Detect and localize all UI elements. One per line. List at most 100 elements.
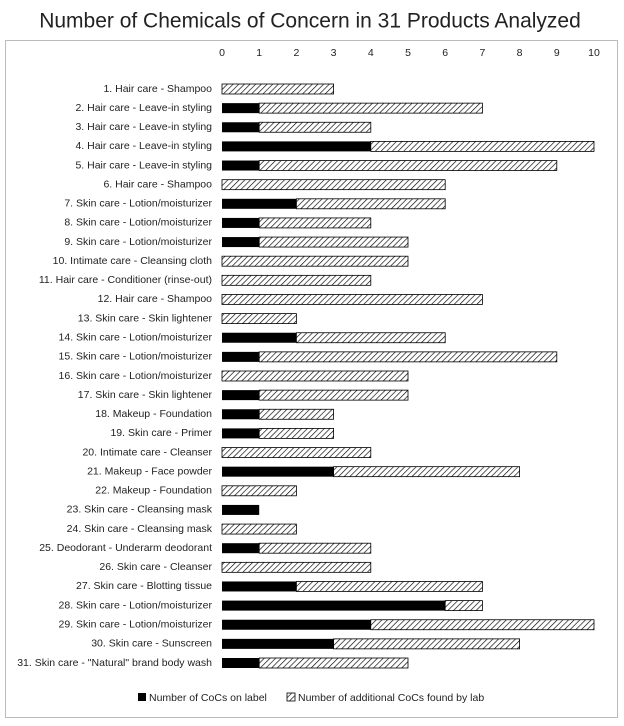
bar-segment bbox=[222, 198, 297, 209]
legend-swatch bbox=[286, 692, 296, 702]
x-tick-label: 6 bbox=[442, 47, 448, 59]
bar-segment bbox=[221, 313, 297, 325]
category-label: 16. Skin care - Lotion/moisturizer bbox=[59, 370, 213, 382]
x-tick-label: 10 bbox=[588, 47, 600, 59]
bar-segment bbox=[258, 160, 558, 171]
category-label: 11. Hair care - Conditioner (rinse-out) bbox=[39, 274, 212, 286]
bar-segment bbox=[221, 523, 297, 535]
category-label: 17. Skin care - Skin lightener bbox=[78, 389, 213, 401]
category-label: 9. Skin care - Lotion/moisturizer bbox=[64, 236, 212, 248]
bar-segment bbox=[222, 351, 260, 362]
bar-segment bbox=[258, 351, 558, 363]
bar-segment bbox=[222, 160, 260, 171]
bar-segment bbox=[258, 427, 335, 439]
bar-segment bbox=[221, 485, 297, 497]
bar-segment bbox=[333, 638, 521, 650]
bar-segment bbox=[222, 103, 260, 114]
plot-frame bbox=[5, 40, 618, 718]
x-tick-label: 5 bbox=[405, 47, 411, 59]
category-label: 5. Hair care - Leave-in styling bbox=[75, 159, 212, 171]
x-tick-label: 2 bbox=[293, 47, 299, 59]
category-label: 22. Makeup - Foundation bbox=[95, 485, 212, 497]
bar-segment bbox=[222, 504, 260, 515]
bar-segment bbox=[222, 600, 446, 611]
category-label: 8. Skin care - Lotion/moisturizer bbox=[64, 217, 212, 229]
category-label: 1. Hair care - Shampoo bbox=[103, 83, 212, 95]
bar-segment bbox=[370, 619, 595, 631]
bar-segment bbox=[258, 236, 409, 248]
category-label: 19. Skin care - Primer bbox=[110, 427, 212, 439]
bar-segment bbox=[222, 237, 260, 248]
bar-segment bbox=[295, 198, 446, 210]
category-label: 28. Skin care - Lotion/moisturizer bbox=[59, 599, 213, 611]
bar-segment bbox=[222, 122, 260, 133]
category-label: 23. Skin care - Cleansing mask bbox=[67, 504, 213, 516]
x-tick-label: 9 bbox=[554, 47, 560, 59]
x-tick-label: 0 bbox=[219, 47, 225, 59]
category-label: 6. Hair care - Shampoo bbox=[103, 178, 212, 190]
bar-segment bbox=[295, 581, 483, 592]
bar-segment bbox=[222, 543, 260, 554]
bar-segment bbox=[221, 294, 483, 305]
x-tick-label: 8 bbox=[517, 47, 523, 59]
bar-segment bbox=[258, 408, 335, 420]
bar-segment bbox=[222, 409, 260, 420]
x-tick-label: 1 bbox=[256, 47, 262, 59]
bar-segment bbox=[222, 217, 260, 228]
x-tick-label: 3 bbox=[331, 47, 337, 59]
bar-segment bbox=[222, 638, 334, 649]
bar-segment bbox=[258, 657, 409, 669]
bar-segment bbox=[370, 140, 595, 152]
x-tick-label: 4 bbox=[368, 47, 374, 59]
category-label: 26. Skin care - Cleanser bbox=[99, 561, 212, 573]
bar-segment bbox=[222, 619, 371, 630]
bar-segment bbox=[222, 332, 297, 343]
bar-segment bbox=[222, 428, 260, 439]
category-label: 2. Hair care - Leave-in styling bbox=[75, 102, 212, 114]
bar-segment bbox=[221, 370, 409, 382]
category-label: 21. Makeup - Face powder bbox=[87, 465, 212, 477]
category-label: 14. Skin care - Lotion/moisturizer bbox=[59, 332, 213, 344]
bar-segment bbox=[222, 141, 371, 152]
bar-segment bbox=[258, 102, 483, 114]
bar-segment bbox=[222, 466, 334, 477]
category-label: 24. Skin care - Cleansing mask bbox=[67, 523, 213, 535]
category-label: 15. Skin care - Lotion/moisturizer bbox=[59, 351, 213, 363]
category-label: 20. Intimate care - Cleanser bbox=[82, 446, 212, 458]
bar-segment bbox=[258, 542, 372, 554]
bar-segment bbox=[295, 332, 446, 344]
bar-segment bbox=[258, 217, 372, 229]
category-label: 30. Skin care - Sunscreen bbox=[91, 638, 212, 650]
bar-segment bbox=[221, 83, 334, 95]
category-label: 25. Deodorant - Underarm deodorant bbox=[39, 542, 212, 554]
bar-segment bbox=[444, 600, 483, 611]
bar-segment bbox=[258, 121, 372, 133]
bar-segment bbox=[221, 447, 372, 458]
bar-segment bbox=[222, 390, 260, 401]
category-label: 7. Skin care - Lotion/moisturizer bbox=[64, 198, 212, 210]
bar-segment bbox=[222, 658, 260, 668]
legend-label: Number of CoCs on label bbox=[149, 692, 267, 704]
bar-segment bbox=[221, 274, 372, 286]
legend-label: Number of additional CoCs found by lab bbox=[298, 692, 484, 704]
legend-swatch bbox=[138, 693, 146, 701]
category-label: 10. Intimate care - Cleansing cloth bbox=[53, 255, 212, 267]
bar-segment bbox=[221, 255, 409, 267]
category-label: 29. Skin care - Lotion/moisturizer bbox=[59, 619, 213, 631]
bar-segment bbox=[222, 581, 297, 592]
bar-segment bbox=[221, 179, 446, 191]
bar-segment bbox=[221, 561, 372, 573]
category-label: 27. Skin care - Blotting tissue bbox=[76, 580, 212, 592]
bar-segment bbox=[258, 389, 409, 401]
category-label: 12. Hair care - Shampoo bbox=[98, 293, 213, 305]
category-label: 18. Makeup - Foundation bbox=[95, 408, 212, 420]
category-label: 31. Skin care - "Natural" brand body was… bbox=[17, 657, 212, 669]
category-label: 13. Skin care - Skin lightener bbox=[78, 312, 213, 324]
x-tick-label: 7 bbox=[479, 47, 485, 59]
chart-title: Number of Chemicals of Concern in 31 Pro… bbox=[39, 10, 581, 33]
category-label: 3. Hair care - Leave-in styling bbox=[75, 121, 212, 133]
category-label: 4. Hair care - Leave-in styling bbox=[75, 140, 212, 152]
bar-segment bbox=[333, 466, 521, 478]
